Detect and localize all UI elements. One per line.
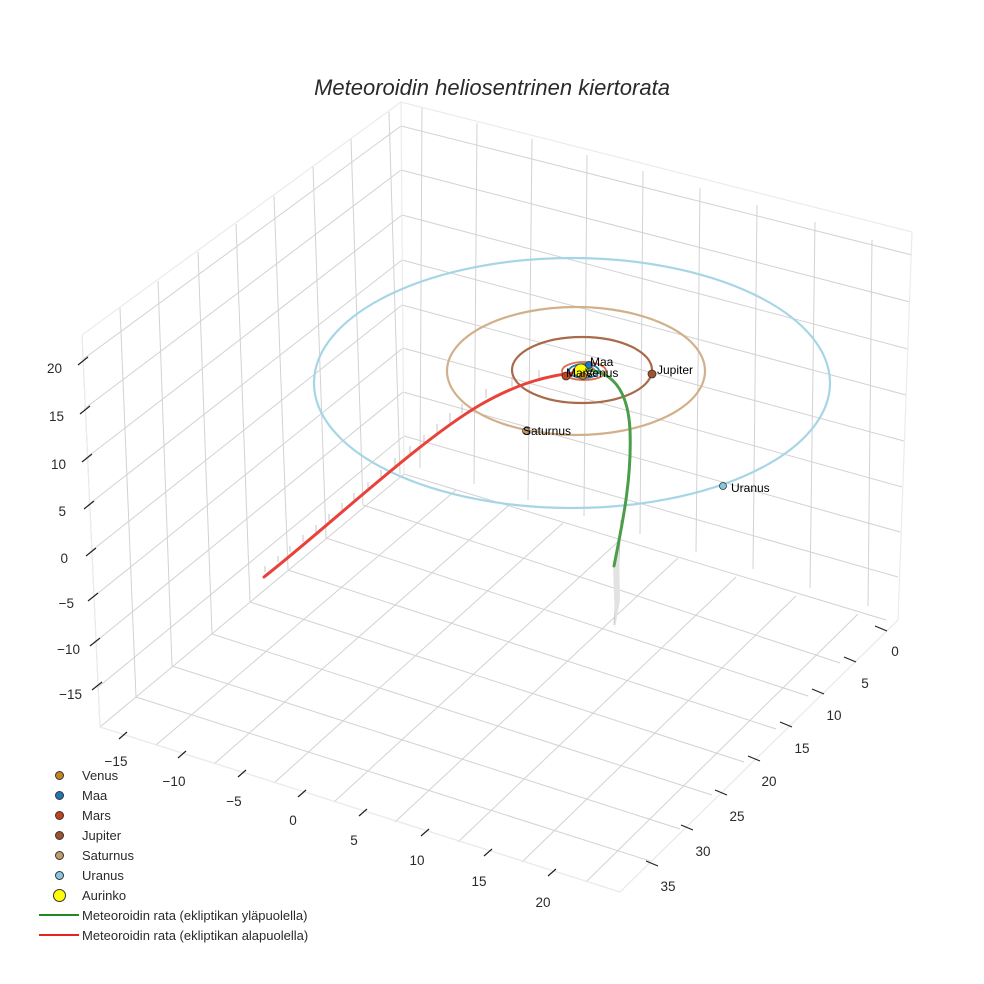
venus-marker [579,372,587,380]
legend-item-mars[interactable]: Mars [36,805,308,825]
mars-orbit [561,361,607,381]
legend-label: Mars [82,807,111,823]
legend-label: Jupiter [82,827,122,843]
y-tick-label: 15 [794,741,809,756]
venus-label: Venus [585,366,618,380]
x-axis-tick-labels: −15 −10 −5 0 5 10 15 20 [105,754,551,910]
maa-label: Maa [590,355,614,369]
x-tick-label: 15 [471,874,486,889]
z-axis-ticks [77,356,103,691]
z-tick-label: −10 [57,642,80,657]
x-axis-ticks [118,731,557,877]
legend-item-venus[interactable]: Venus [36,765,308,785]
z-tick-label: 20 [47,361,62,376]
jupiter-marker [647,369,657,379]
legend: Venus Maa Mars Jupiter Saturnus Uranus A… [36,765,308,945]
legend-item-trajectory-above[interactable]: Meteoroidin rata (ekliptikan yläpuolella… [36,905,308,925]
back-left-wall-grid [81,111,405,728]
y-axis-ticks [645,625,888,867]
legend-item-uranus[interactable]: Uranus [36,865,308,885]
venus-dot-icon [54,770,64,780]
uranus-dot-icon [54,870,64,880]
z-axis-tick-labels: 20 15 10 5 0 −5 −10 −15 [47,361,82,702]
chart-title: Meteoroidin heliosentrinen kiertorata [314,75,670,100]
z-tick-label: 15 [49,409,64,424]
legend-label: Meteoroidin rata (ekliptikan yläpuolella… [82,907,308,923]
trajectory-above-ecliptic[interactable] [586,368,632,568]
trajectory-below-ecliptic[interactable] [262,370,584,579]
x-tick-label: −5 [226,794,241,809]
sun-dot-icon [52,888,66,902]
legend-label: Meteoroidin rata (ekliptikan alapuolella… [82,927,309,943]
legend-item-maa[interactable]: Maa [36,785,308,805]
saturnus-orbit [445,305,707,437]
saturnus-marker [522,427,530,435]
mars-marker [561,371,571,381]
y-tick-label: 35 [660,879,675,894]
green-line-icon [39,914,79,916]
y-tick-label: 5 [861,676,869,691]
red-line-icon [39,934,79,936]
saturnus-label: Saturnus [523,424,571,438]
uranus-orbit [312,256,832,510]
uranus-marker [719,482,727,490]
uranus-label: Uranus [731,481,770,495]
y-tick-label: 10 [826,708,841,723]
z-tick-label: −5 [59,596,74,611]
legend-item-trajectory-below[interactable]: Meteoroidin rata (ekliptikan alapuolella… [36,925,308,945]
z-tick-label: 5 [58,504,66,519]
x-tick-label: −10 [163,774,186,789]
legend-label: Venus [82,767,119,783]
y-axis-tick-labels: 0 5 10 15 20 25 30 35 [660,644,898,894]
y-tick-label: 0 [891,644,899,659]
mars-dot-icon [54,810,64,820]
legend-item-saturnus[interactable]: Saturnus [36,845,308,865]
mars-label: Mars [566,366,593,380]
legend-label: Maa [82,787,108,803]
z-tick-label: 0 [60,551,68,566]
jupiter-dot-icon [54,830,64,840]
legend-label: Saturnus [82,847,135,863]
back-right-wall-grid [400,106,913,607]
x-tick-label: 0 [289,813,297,828]
y-tick-label: 20 [761,774,776,789]
y-tick-label: 25 [729,809,744,824]
planet-labels: Maa Venus Mars Jupiter Saturnus Uranus [523,355,770,495]
legend-item-jupiter[interactable]: Jupiter [36,825,308,845]
legend-label: Aurinko [82,887,127,903]
maa-dot-icon [54,790,64,800]
maa-marker [585,361,593,369]
legend-item-aurinko[interactable]: Aurinko [36,885,308,905]
z-tick-label: 10 [51,457,66,472]
x-tick-label: 5 [350,833,358,848]
x-tick-label: 10 [409,853,424,868]
saturnus-dot-icon [54,850,64,860]
jupiter-label: Jupiter [657,363,693,377]
y-tick-label: 30 [695,844,710,859]
x-tick-label: 20 [535,895,550,910]
x-tick-label: −15 [105,754,128,769]
legend-label: Uranus [82,867,124,883]
planet-markers [522,361,727,490]
z-tick-label: −15 [59,687,82,702]
